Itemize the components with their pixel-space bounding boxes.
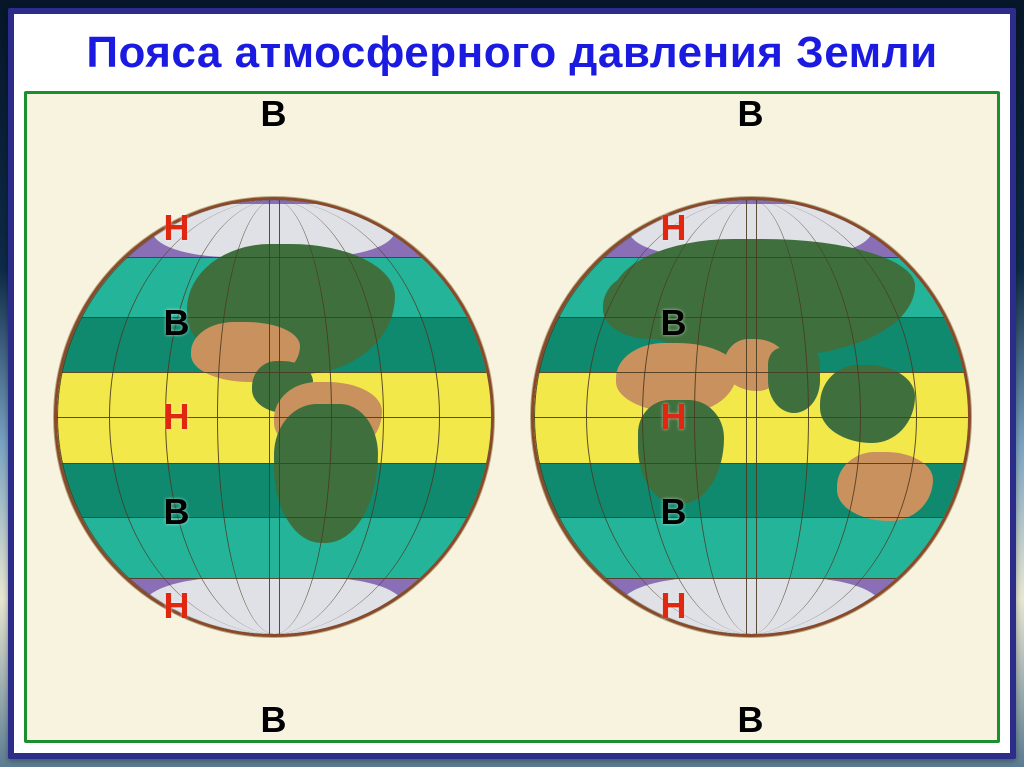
land-antarctic-e [620,578,880,634]
globe-east [531,197,971,637]
label-n-1-east: Н [661,210,687,246]
label-n-5-east: Н [661,588,687,624]
label-stack-east: Н В Н В Н [661,210,687,624]
page-title: Пояса атмосферного давления Земли [24,28,1000,77]
label-stack-west: Н В Н В Н [164,210,190,624]
label-south-pole-west: В [261,702,287,738]
label-v-2-west: В [164,305,190,341]
label-n-5-west: Н [164,588,190,624]
band-subpolar-s-e [534,517,968,578]
label-v-4-east: В [661,494,687,530]
slide-frame: Пояса атмосферного давления Земли В [8,8,1016,759]
label-n-3-west: Н [164,399,190,435]
band-subpolar-s [57,517,491,578]
slide: Пояса атмосферного давления Земли В [0,0,1024,767]
hemisphere-east-wrap: В [512,102,989,732]
label-north-pole-west: В [261,96,287,132]
label-v-4-west: В [164,494,190,530]
label-n-1-west: Н [164,210,190,246]
label-v-2-east: В [661,305,687,341]
label-south-pole-east: В [738,702,764,738]
pressure-belts-figure: В [24,91,1000,743]
land-india [768,348,820,413]
label-north-pole-east: В [738,96,764,132]
hemisphere-west-wrap: В [35,102,512,732]
globe-west [54,197,494,637]
label-n-3-east: Н [661,399,687,435]
figure-inner: В [35,102,989,732]
